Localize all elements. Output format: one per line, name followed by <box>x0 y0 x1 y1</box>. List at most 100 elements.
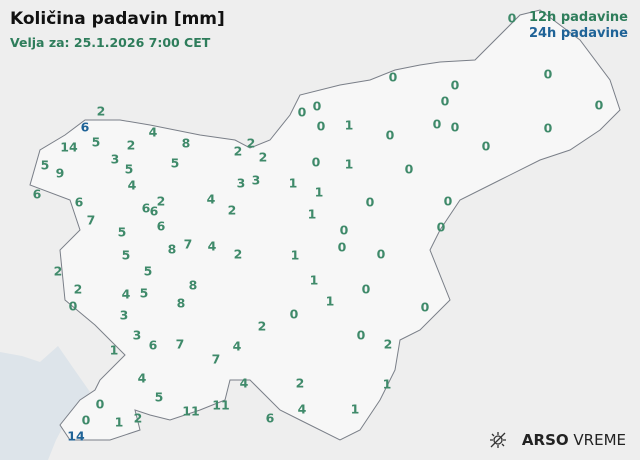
station-value: 0 <box>297 104 307 120</box>
station-value: 4 <box>297 401 307 417</box>
brand-bold: ARSO <box>521 431 569 449</box>
station-value: 2 <box>227 202 237 218</box>
station-value: 8 <box>167 241 177 257</box>
station-value: 0 <box>436 219 446 235</box>
station-value: 5 <box>170 155 180 171</box>
station-value: 3 <box>110 151 120 167</box>
station-value: 7 <box>175 336 185 352</box>
station-value: 9 <box>55 165 65 181</box>
station-value: 3 <box>236 175 246 191</box>
slovenia-territory <box>29 9 621 441</box>
station-value: 11 <box>212 397 230 413</box>
station-value: 1 <box>309 272 319 288</box>
station-value: 0 <box>543 66 553 82</box>
station-value: 2 <box>96 103 106 119</box>
station-value: 7 <box>211 351 221 367</box>
station-value: 0 <box>95 396 105 412</box>
station-value: 0 <box>385 127 395 143</box>
station-value: 2 <box>156 193 166 209</box>
station-value: 4 <box>239 375 249 391</box>
station-value: 0 <box>450 119 460 135</box>
station-value: 4 <box>206 191 216 207</box>
station-value: 0 <box>388 69 398 85</box>
station-value: 6 <box>149 203 159 219</box>
station-value: 5 <box>117 224 127 240</box>
station-value: 2 <box>233 143 243 159</box>
station-value: 0 <box>432 116 442 132</box>
station-value: 0 <box>443 193 453 209</box>
station-value: 8 <box>181 135 191 151</box>
station-value: 5 <box>154 389 164 405</box>
station-value: 2 <box>53 263 63 279</box>
station-value: 4 <box>207 238 217 254</box>
station-value: 14 <box>67 428 85 444</box>
station-value: 0 <box>450 77 460 93</box>
station-value: 2 <box>73 281 83 297</box>
station-value: 3 <box>119 307 129 323</box>
station-value: 4 <box>137 370 147 386</box>
station-value: 5 <box>121 247 131 263</box>
station-value: 2 <box>383 336 393 352</box>
station-value: 0 <box>337 239 347 255</box>
station-value: 14 <box>60 139 78 155</box>
legend-24h: 24h padavine <box>528 26 628 41</box>
station-value: 5 <box>40 157 50 173</box>
station-value: 1 <box>114 414 124 430</box>
station-value: 1 <box>290 247 300 263</box>
station-value: 5 <box>143 263 153 279</box>
station-value: 0 <box>440 93 450 109</box>
station-value: 2 <box>233 246 243 262</box>
station-value: 11 <box>182 403 200 419</box>
station-value: 6 <box>141 200 151 216</box>
station-value: 1 <box>350 401 360 417</box>
station-value: 0 <box>365 194 375 210</box>
map-title: Količina padavin [mm] <box>10 9 225 29</box>
station-value: 2 <box>246 135 256 151</box>
station-value: 1 <box>307 206 317 222</box>
station-value: 0 <box>420 299 430 315</box>
station-value: 8 <box>188 277 198 293</box>
station-value: 5 <box>139 285 149 301</box>
station-value: 0 <box>361 281 371 297</box>
arso-logo[interactable]: ARSO VREME <box>488 431 626 449</box>
station-value: 0 <box>312 98 322 114</box>
station-value: 0 <box>507 10 517 26</box>
station-value: 4 <box>121 286 131 302</box>
station-value: 1 <box>314 184 324 200</box>
station-value: 3 <box>132 327 142 343</box>
station-value: 0 <box>339 222 349 238</box>
station-value: 0 <box>376 246 386 262</box>
station-value: 1 <box>288 175 298 191</box>
brand-name: VREME <box>573 431 626 449</box>
station-value: 6 <box>80 119 90 135</box>
station-value: 4 <box>127 177 137 193</box>
station-value: 0 <box>289 306 299 322</box>
station-value: 6 <box>74 194 84 210</box>
station-value: 0 <box>594 97 604 113</box>
station-value: 6 <box>148 337 158 353</box>
station-value: 2 <box>258 149 268 165</box>
station-value: 0 <box>68 298 78 314</box>
station-value: 0 <box>316 118 326 134</box>
station-value: 1 <box>382 376 392 392</box>
station-value: 6 <box>265 410 275 426</box>
station-value: 1 <box>344 117 354 133</box>
station-value: 0 <box>311 154 321 170</box>
station-value: 0 <box>543 120 553 136</box>
legend: 12h padavine 24h padavine <box>529 10 628 42</box>
station-value: 1 <box>325 293 335 309</box>
station-value: 5 <box>91 134 101 150</box>
station-value: 2 <box>133 410 143 426</box>
station-value: 2 <box>126 137 136 153</box>
station-value: 7 <box>86 212 96 228</box>
valid-time: Velja za: 25.1.2026 7:00 CET <box>10 35 211 50</box>
station-value: 0 <box>404 161 414 177</box>
station-value: 8 <box>176 295 186 311</box>
sea <box>0 346 90 460</box>
station-value: 6 <box>32 186 42 202</box>
station-value: 0 <box>481 138 491 154</box>
station-value: 2 <box>257 318 267 334</box>
station-value: 5 <box>124 161 134 177</box>
station-value: 2 <box>295 375 305 391</box>
